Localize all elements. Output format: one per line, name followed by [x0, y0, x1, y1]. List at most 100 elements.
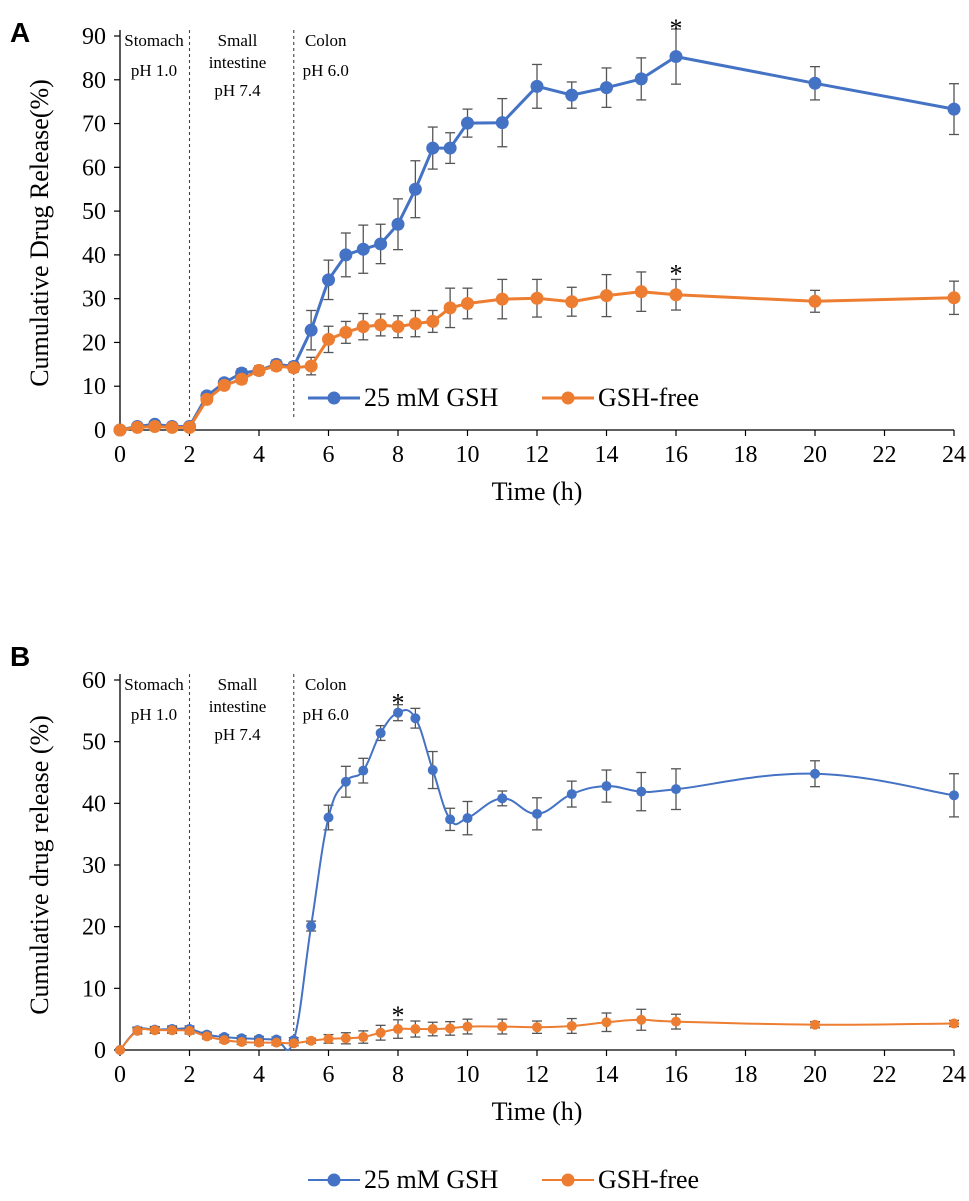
data-point: [393, 1024, 403, 1035]
data-point: [808, 76, 822, 90]
y-tick-label: 0: [94, 1038, 106, 1064]
data-point: [810, 768, 820, 779]
x-tick-label: 0: [114, 1062, 126, 1088]
y-tick-label: 40: [82, 791, 106, 817]
x-tick-label: 22: [873, 442, 897, 468]
data-point: [356, 242, 370, 256]
data-point: [497, 793, 508, 804]
data-point: [374, 237, 388, 251]
data-point: [375, 728, 386, 739]
data-point: [200, 392, 214, 406]
x-tick-label: 12: [525, 1062, 549, 1088]
region-ph-label: pH 6.0: [303, 705, 349, 724]
x-tick-label: 8: [392, 1062, 404, 1088]
data-point: [236, 1036, 247, 1047]
data-point: [130, 420, 144, 434]
significance-marker: *: [392, 689, 405, 718]
x-tick-label: 16: [664, 1062, 688, 1088]
data-point: [306, 1035, 317, 1046]
x-tick-label: 12: [525, 442, 549, 468]
data-point: [148, 419, 162, 433]
legend-label: GSH-free: [598, 1165, 699, 1194]
region-label: Stomach: [124, 31, 184, 50]
data-point: [391, 217, 405, 231]
data-point: [217, 378, 231, 392]
data-point: [530, 291, 544, 305]
data-point: [254, 1037, 264, 1048]
y-tick-label: 70: [82, 112, 106, 138]
data-point: [201, 1031, 212, 1042]
data-point: [566, 789, 577, 800]
region-ph-label: pH 7.4: [214, 725, 261, 744]
data-point: [671, 784, 681, 795]
legend: 25 mM GSH GSH-free: [308, 1165, 699, 1194]
panel-letter: B: [10, 641, 30, 672]
data-point: [219, 1035, 230, 1046]
y-axis-title: Cumulative Drug Release(%): [25, 79, 54, 387]
y-tick-label: 50: [82, 199, 106, 225]
legend-swatch-marker: [561, 391, 575, 405]
y-tick-label: 80: [82, 68, 106, 94]
legend-item: 25 mM GSH: [308, 1165, 499, 1194]
data-point: [427, 765, 438, 776]
data-point: [530, 79, 544, 93]
x-tick-label: 18: [734, 442, 758, 468]
data-point: [445, 1023, 456, 1034]
region-label: Small: [218, 31, 258, 50]
data-point: [271, 1037, 282, 1048]
x-tick-label: 22: [873, 1062, 897, 1088]
x-tick-label: 10: [456, 1062, 480, 1088]
region-label: intestine: [209, 697, 267, 716]
data-point: [565, 88, 579, 102]
data-point: [391, 320, 405, 334]
data-point: [358, 765, 369, 776]
x-tick-label: 0: [114, 442, 126, 468]
legend-label: 25 mM GSH: [364, 383, 499, 412]
series-gsh-free: [113, 271, 961, 437]
data-point: [356, 320, 370, 334]
data-point: [566, 1020, 577, 1031]
y-tick-label: 10: [82, 976, 106, 1002]
x-tick-label: 14: [595, 1062, 619, 1088]
x-tick-label: 10: [456, 442, 480, 468]
data-point: [947, 291, 961, 305]
legend-swatch-marker: [327, 391, 341, 405]
region-label: Small: [218, 675, 258, 694]
region-ph-label: pH 1.0: [131, 705, 177, 724]
data-point: [462, 1021, 473, 1032]
data-point: [113, 423, 127, 437]
series-line: [119, 709, 955, 1051]
x-tick-label: 2: [184, 1062, 196, 1088]
data-point: [304, 323, 318, 337]
data-point: [183, 420, 196, 434]
legend-label: 25 mM GSH: [364, 1165, 499, 1194]
data-point: [636, 786, 647, 797]
data-point: [132, 1025, 143, 1036]
legend-item: 25 mM GSH: [308, 383, 499, 412]
x-tick-label: 8: [392, 442, 404, 468]
x-tick-label: 24: [942, 442, 966, 468]
region-label: Colon: [305, 675, 347, 694]
data-point: [149, 1025, 160, 1036]
y-tick-label: 20: [82, 330, 106, 356]
data-point: [374, 318, 388, 332]
data-point: [410, 713, 421, 724]
x-tick-label: 6: [323, 1062, 335, 1088]
data-point: [165, 420, 179, 434]
x-tick-label: 6: [323, 442, 335, 468]
data-point: [565, 295, 579, 309]
data-point: [340, 776, 351, 787]
data-point: [949, 790, 959, 801]
region-label: Stomach: [124, 675, 184, 694]
y-tick-label: 50: [82, 730, 106, 756]
data-point: [634, 72, 648, 86]
series-gsh: [115, 704, 959, 1055]
y-tick-label: 20: [82, 915, 106, 941]
y-tick-label: 60: [82, 155, 106, 181]
data-point: [601, 1017, 612, 1028]
data-point: [235, 372, 249, 386]
legend-item: GSH-free: [542, 383, 699, 412]
